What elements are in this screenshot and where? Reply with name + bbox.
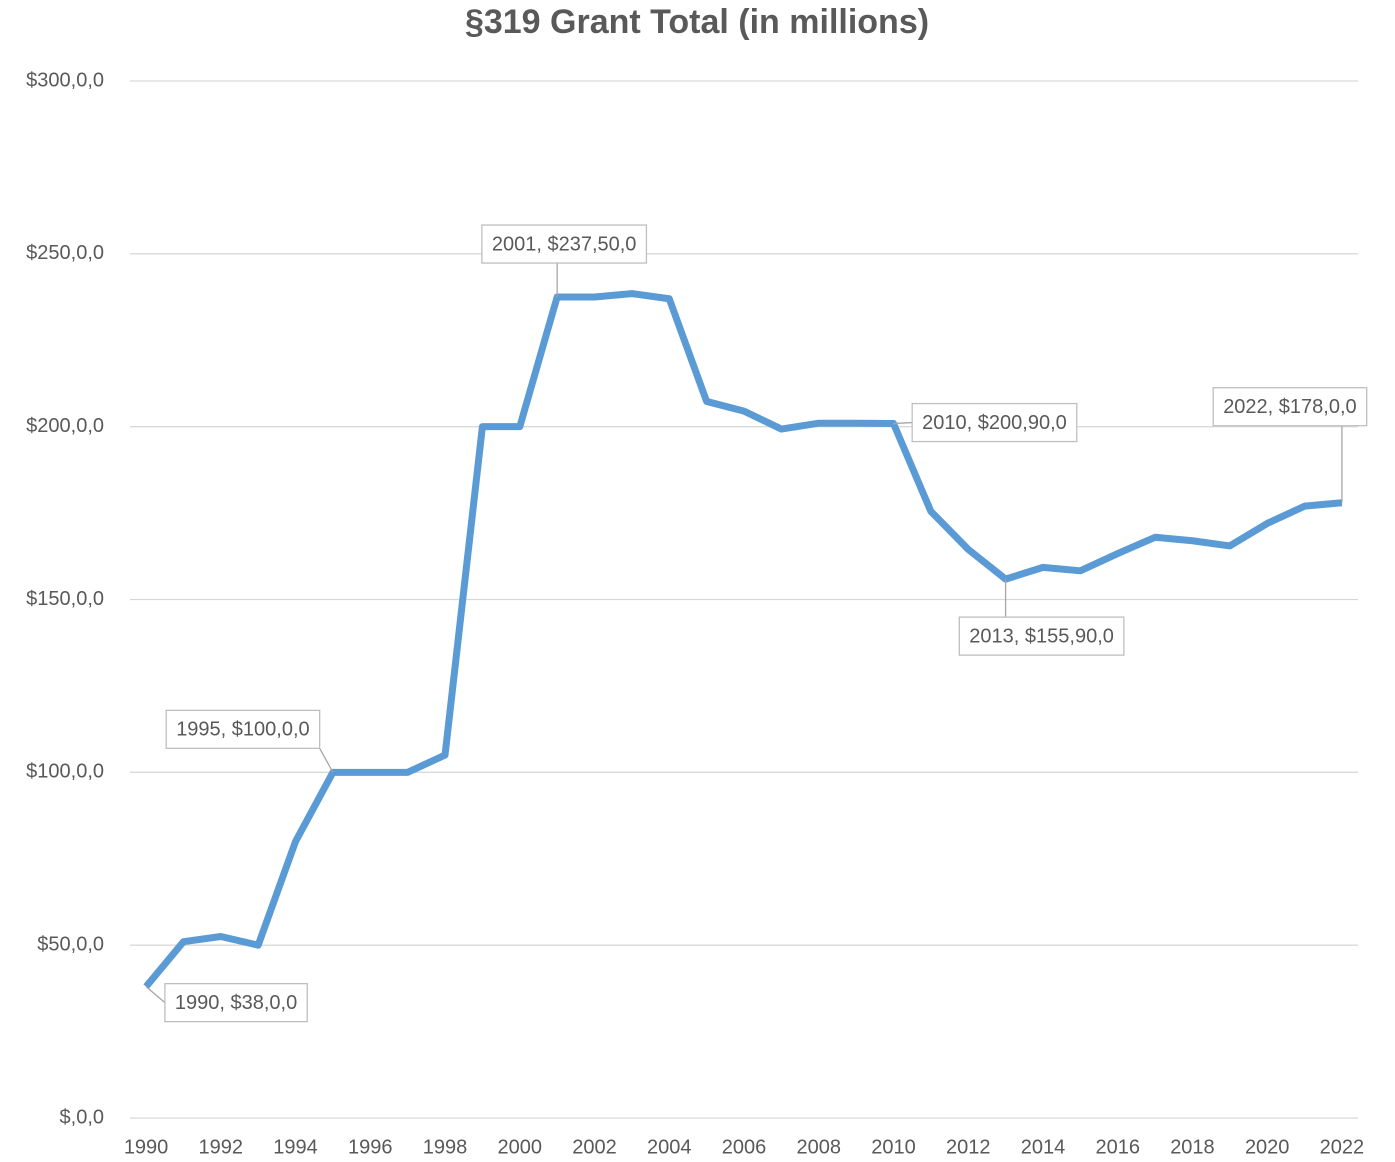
x-tick-label: 2020 (1245, 1136, 1290, 1158)
leader-line (893, 421, 913, 425)
x-tick-label: 2010 (871, 1136, 916, 1158)
x-tick-label: 1998 (423, 1136, 468, 1158)
chart-title: §319 Grant Total (in millions) (465, 3, 929, 41)
data-label: 2022, $178,0,0 (1223, 396, 1356, 418)
x-tick-label: 2004 (647, 1136, 692, 1158)
y-tick-label: $,0,0 (60, 1106, 104, 1128)
y-tick-label: $100,0,0 (26, 761, 104, 783)
x-tick-label: 2012 (946, 1136, 991, 1158)
x-tick-label: 1992 (199, 1136, 244, 1158)
x-tick-label: 2016 (1095, 1136, 1140, 1158)
data-label: 1995, $100,0,0 (176, 719, 309, 741)
x-tick-label: 2018 (1170, 1136, 1215, 1158)
x-tick-label: 2000 (498, 1136, 543, 1158)
x-tick-label: 2014 (1021, 1136, 1066, 1158)
y-tick-label: $300,0,0 (26, 69, 104, 91)
label-box (1212, 387, 1368, 427)
line (143, 290, 1343, 989)
y-tick-label: $150,0,0 (26, 588, 104, 610)
x-tick-label: 2022 (1320, 1136, 1365, 1158)
data-label: 2001, $237,50,0 (492, 233, 637, 255)
x-tick-label: 1994 (273, 1136, 318, 1158)
leader-line (145, 986, 166, 1004)
leader-line (319, 748, 334, 773)
data-label: 2013, $155,90,0 (969, 625, 1114, 647)
label-box (958, 616, 1125, 656)
data-label: 2010, $200,90,0 (922, 412, 1067, 434)
x-tick-label: 2006 (722, 1136, 767, 1158)
label-box (911, 402, 1078, 443)
x-tick-label: 2002 (572, 1136, 617, 1158)
x-tick-label: 2008 (796, 1136, 841, 1158)
label-box (481, 224, 648, 264)
y-tick-label: $50,0,0 (37, 933, 104, 955)
data-label: 1990, $38,0,0 (175, 992, 297, 1014)
x-tick-label: 1996 (348, 1136, 393, 1158)
y-tick-label: $250,0,0 (26, 242, 104, 264)
label-box (164, 982, 308, 1023)
x-tick-label: 1990 (124, 1136, 169, 1158)
label-box (165, 709, 321, 749)
y-tick-label: $200,0,0 (26, 415, 104, 437)
